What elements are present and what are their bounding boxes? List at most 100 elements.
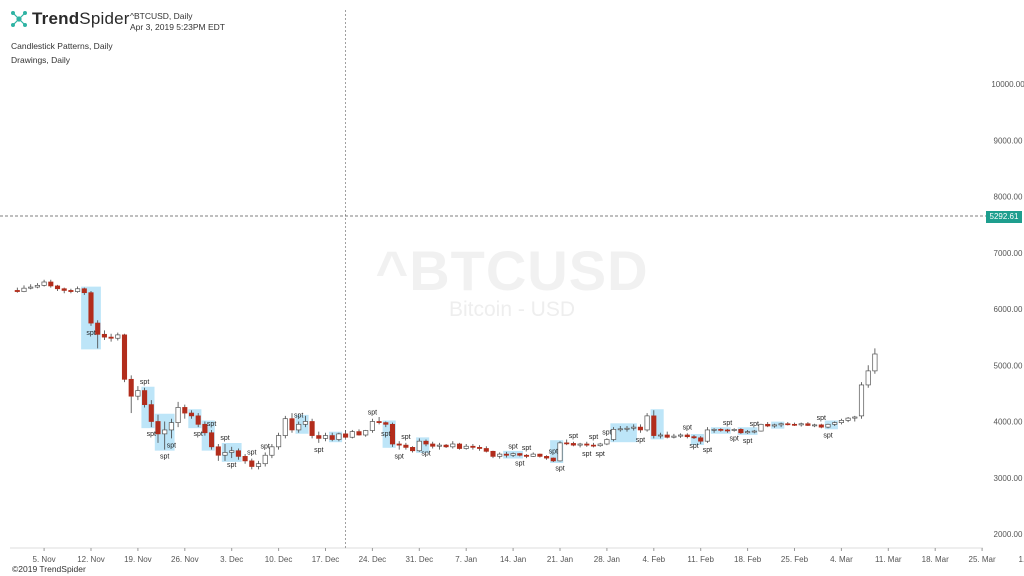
candle-down[interactable] bbox=[490, 450, 496, 457]
candle-up[interactable] bbox=[41, 281, 47, 286]
candle-up[interactable] bbox=[812, 424, 818, 427]
candle-down[interactable] bbox=[235, 450, 241, 457]
candle-down[interactable] bbox=[430, 443, 436, 447]
candle-down[interactable] bbox=[483, 448, 489, 452]
candle-up[interactable] bbox=[28, 286, 34, 289]
candle-down[interactable] bbox=[202, 423, 208, 434]
candle-down[interactable] bbox=[724, 429, 731, 432]
candle-up[interactable] bbox=[624, 427, 630, 430]
candle-down[interactable] bbox=[249, 460, 255, 467]
candle-down[interactable] bbox=[148, 404, 154, 422]
candle-down[interactable] bbox=[309, 421, 315, 436]
candle-up[interactable] bbox=[758, 423, 764, 432]
candle-down[interactable] bbox=[383, 422, 389, 425]
study-candlestick-patterns[interactable]: Candlestick Patterns, Daily bbox=[11, 41, 113, 51]
candle-up[interactable] bbox=[302, 421, 308, 425]
candle-up[interactable] bbox=[416, 440, 422, 452]
candle-down[interactable] bbox=[570, 443, 576, 446]
candle-up[interactable] bbox=[255, 463, 262, 467]
candle-down[interactable] bbox=[329, 435, 335, 440]
candle-up[interactable] bbox=[704, 429, 710, 442]
candle-up[interactable] bbox=[336, 433, 342, 440]
candle-down[interactable] bbox=[410, 447, 416, 452]
candle-down[interactable] bbox=[517, 453, 523, 456]
candle-down[interactable] bbox=[95, 322, 101, 335]
candle-down[interactable] bbox=[718, 429, 724, 431]
candle-down[interactable] bbox=[698, 437, 704, 442]
candle-up[interactable] bbox=[363, 430, 369, 436]
candle-up[interactable] bbox=[557, 442, 563, 462]
candle-up[interactable] bbox=[21, 287, 27, 292]
candle-up[interactable] bbox=[771, 424, 777, 427]
candle-down[interactable] bbox=[88, 292, 94, 324]
candle-up[interactable] bbox=[597, 443, 603, 447]
candle-up[interactable] bbox=[530, 453, 536, 457]
candle-up[interactable] bbox=[497, 453, 503, 457]
candle-down[interactable] bbox=[537, 453, 543, 457]
candle-down[interactable] bbox=[108, 336, 114, 339]
candle-up[interactable] bbox=[115, 334, 121, 339]
candle-down[interactable] bbox=[376, 421, 382, 423]
candle-down[interactable] bbox=[182, 407, 188, 414]
candle-up[interactable] bbox=[269, 446, 275, 456]
candle-up[interactable] bbox=[845, 417, 851, 421]
candle-up[interactable] bbox=[276, 435, 282, 448]
candle-up[interactable] bbox=[865, 370, 871, 386]
candle-down[interactable] bbox=[343, 433, 349, 438]
candle-up[interactable] bbox=[322, 435, 329, 439]
candle-down[interactable] bbox=[209, 432, 215, 448]
candle-down[interactable] bbox=[651, 415, 657, 436]
candle-up[interactable] bbox=[349, 431, 355, 438]
candle-up[interactable] bbox=[678, 434, 684, 437]
candle-down[interactable] bbox=[101, 333, 107, 338]
candle-down[interactable] bbox=[691, 436, 697, 439]
candle-up[interactable] bbox=[369, 421, 375, 431]
brand-logo[interactable]: TrendSpider bbox=[11, 9, 130, 29]
candle-up[interactable] bbox=[510, 453, 516, 456]
candle-down[interactable] bbox=[81, 288, 87, 294]
candle-up[interactable] bbox=[617, 428, 623, 431]
candle-down[interactable] bbox=[215, 446, 221, 456]
candle-up[interactable] bbox=[604, 439, 610, 445]
candle-down[interactable] bbox=[61, 288, 67, 291]
candle-down[interactable] bbox=[48, 281, 54, 287]
candle-down[interactable] bbox=[564, 442, 570, 445]
candle-down[interactable] bbox=[738, 429, 744, 434]
candle-up[interactable] bbox=[168, 422, 174, 431]
candle-up[interactable] bbox=[229, 450, 235, 453]
candle-down[interactable] bbox=[456, 443, 463, 449]
candle-down[interactable] bbox=[289, 418, 295, 431]
candle-up[interactable] bbox=[222, 452, 228, 456]
candle-down[interactable] bbox=[637, 426, 643, 431]
candle-down[interactable] bbox=[142, 390, 148, 405]
candle-up[interactable] bbox=[671, 435, 677, 438]
candle-down[interactable] bbox=[523, 454, 530, 457]
candle-down[interactable] bbox=[785, 423, 791, 426]
candle-up[interactable] bbox=[657, 434, 664, 437]
candle-down[interactable] bbox=[128, 378, 134, 397]
candle-down[interactable] bbox=[805, 423, 811, 426]
candle-up[interactable] bbox=[175, 407, 181, 423]
candle-up[interactable] bbox=[135, 390, 141, 397]
candle-down[interactable] bbox=[68, 290, 74, 292]
candle-up[interactable] bbox=[731, 429, 737, 431]
candle-up[interactable] bbox=[463, 445, 469, 449]
candle-up[interactable] bbox=[282, 418, 288, 436]
candle-down[interactable] bbox=[791, 423, 798, 426]
candle-down[interactable] bbox=[356, 431, 362, 436]
candle-up[interactable] bbox=[711, 429, 717, 431]
candle-up[interactable] bbox=[872, 353, 878, 372]
candle-up[interactable] bbox=[852, 416, 858, 419]
candle-down[interactable] bbox=[121, 334, 128, 380]
candle-up[interactable] bbox=[751, 430, 757, 433]
candle-down[interactable] bbox=[423, 440, 429, 445]
candle-up[interactable] bbox=[644, 415, 650, 431]
candle-up[interactable] bbox=[262, 454, 268, 465]
candle-up[interactable] bbox=[798, 423, 804, 426]
candle-up[interactable] bbox=[34, 285, 40, 288]
candle-up[interactable] bbox=[296, 423, 302, 431]
candle-up[interactable] bbox=[75, 288, 81, 292]
candle-up[interactable] bbox=[611, 429, 617, 440]
candle-down[interactable] bbox=[590, 444, 597, 447]
